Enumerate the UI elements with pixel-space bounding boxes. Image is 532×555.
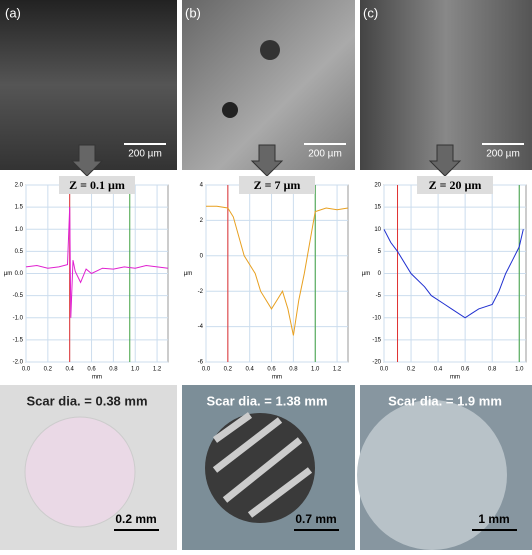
y-tick-label: 1.0 [15, 227, 24, 233]
profile-line [25, 207, 169, 318]
y-tick-label: 15 [374, 205, 381, 211]
pit [260, 40, 280, 60]
y-tick-label: 1.5 [15, 205, 24, 211]
photo-scale-text: 1 mm [478, 512, 509, 526]
x-tick-label: 0.8 [109, 367, 118, 373]
y-tick-label: 0.5 [15, 249, 24, 255]
x-tick-label: 0.0 [380, 367, 389, 373]
y-axis-label: µm [362, 271, 370, 277]
y-tick-label: 0.0 [15, 271, 24, 277]
annotation-box [239, 176, 315, 194]
x-tick-label: 0.6 [461, 367, 470, 373]
annotation: Z = 0.1 µm [69, 178, 125, 192]
sem-image [182, 0, 355, 170]
y-tick-label: -20 [372, 360, 381, 366]
y-tick-label: 10 [374, 227, 381, 233]
scar [24, 416, 136, 528]
y-tick-label: -15 [372, 337, 381, 343]
groove [212, 412, 313, 518]
x-tick-label: 0.4 [66, 367, 75, 373]
panel-label: (a) [5, 5, 21, 20]
y-tick-label: 20 [374, 183, 381, 189]
arrow [428, 144, 462, 177]
x-tick-label: 0.4 [434, 367, 443, 373]
y-tick-label: 2.0 [15, 183, 24, 189]
y-tick-label: 0 [378, 271, 382, 277]
x-tick-label: 0.6 [87, 367, 96, 373]
profile-line [383, 229, 524, 319]
y-tick-label: 2 [200, 218, 204, 224]
x-tick-label: 1.0 [131, 367, 140, 373]
x-tick-label: 0.8 [488, 367, 497, 373]
scale-text: 200 µm [308, 149, 342, 160]
pit [222, 102, 238, 118]
x-tick-label: 0.6 [267, 367, 276, 373]
y-axis-label: µm [184, 271, 192, 277]
x-tick-label: 0.2 [224, 367, 233, 373]
photo-scale-text: 0.7 mm [295, 512, 336, 526]
y-tick-label: -1.5 [13, 337, 24, 343]
annotation: Z = 20 µm [429, 178, 482, 192]
scar-text: Scar dia. = 1.38 mm [206, 393, 327, 408]
scale-text: 200 µm [486, 149, 520, 160]
x-tick-label: 0.8 [289, 367, 298, 373]
y-tick-label: 5 [378, 249, 382, 255]
x-axis-label: mm [272, 375, 282, 381]
x-tick-label: 1.2 [333, 367, 342, 373]
y-tick-label: -0.5 [13, 293, 24, 299]
photo-scale-text: 0.2 mm [115, 512, 156, 526]
x-tick-label: 0.0 [202, 367, 211, 373]
x-axis-label: mm [450, 375, 460, 381]
y-tick-label: -4 [198, 324, 204, 330]
y-tick-label: -1.0 [13, 315, 24, 321]
y-tick-label: -5 [376, 293, 382, 299]
scar [357, 400, 507, 550]
y-tick-label: 4 [200, 183, 204, 189]
arrow [250, 144, 284, 177]
x-tick-label: 0.0 [22, 367, 31, 373]
y-tick-label: 0 [200, 253, 204, 259]
x-tick-label: 1.0 [311, 367, 320, 373]
scar-text: Scar dia. = 0.38 mm [26, 393, 147, 408]
y-tick-label: -2.0 [13, 360, 24, 366]
x-tick-label: 0.2 [407, 367, 416, 373]
x-tick-label: 0.2 [44, 367, 53, 373]
sem-image [360, 0, 532, 170]
x-tick-label: 0.4 [246, 367, 255, 373]
annotation: Z = 7 µm [254, 178, 301, 192]
y-axis-label: µm [4, 271, 12, 277]
sem-images [0, 0, 532, 170]
plot-area [205, 184, 349, 363]
x-tick-label: 1.2 [153, 367, 162, 373]
scale-text: 200 µm [128, 149, 162, 160]
y-tick-label: -10 [372, 315, 381, 321]
scar-text: Scar dia. = 1.9 mm [388, 393, 502, 408]
sem-image [0, 0, 177, 170]
annotation-box [59, 176, 135, 194]
panel-label: (c) [363, 5, 378, 20]
annotation-box [417, 176, 493, 194]
photos [0, 385, 532, 550]
y-tick-label: -6 [198, 360, 204, 366]
y-tick-label: -2 [198, 289, 204, 295]
x-axis-label: mm [92, 375, 102, 381]
profile-line [206, 205, 349, 336]
x-tick-label: 1.0 [515, 367, 524, 373]
panel-label: (b) [185, 5, 201, 20]
arrow [70, 144, 104, 177]
